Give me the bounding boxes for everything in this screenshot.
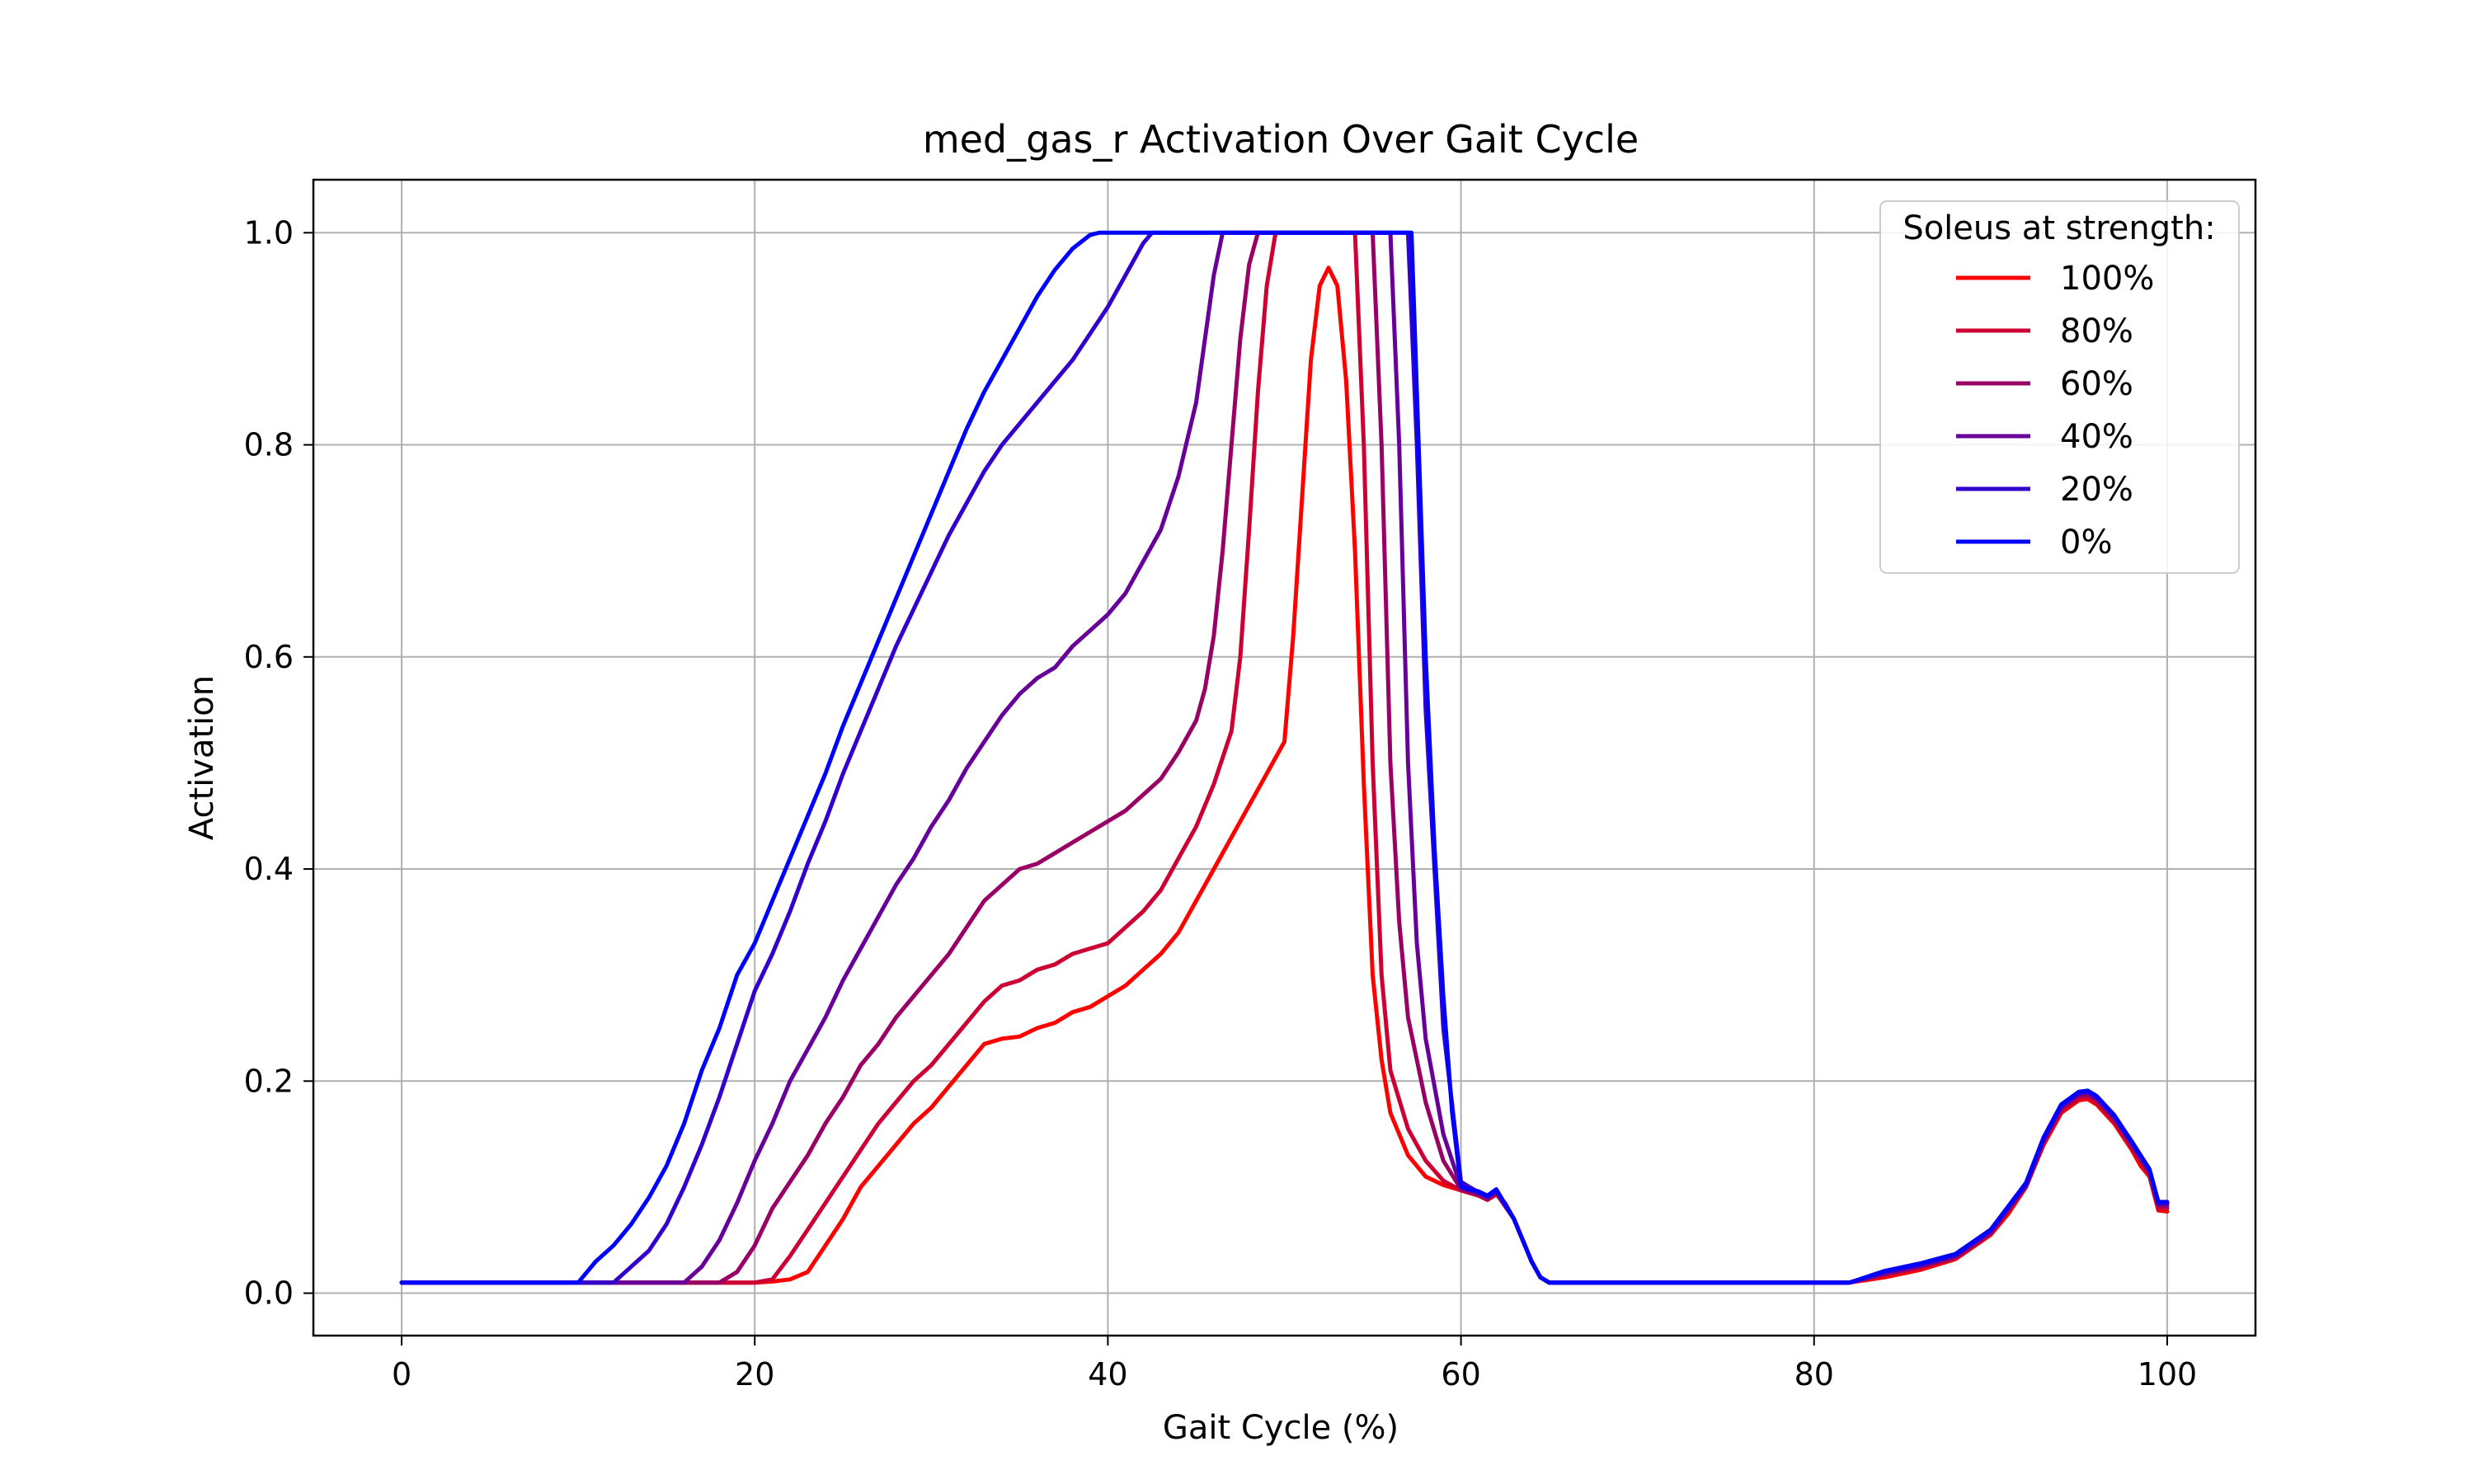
plot-lines bbox=[399, 230, 2170, 1285]
y-axis-label: Activation bbox=[183, 675, 221, 840]
x-tick-label: 80 bbox=[1794, 1356, 1834, 1392]
plot-frame bbox=[312, 178, 2257, 1337]
x-axis-label: Gait Cycle (%) bbox=[1163, 1409, 1399, 1447]
y-tick-label: 0.4 bbox=[244, 851, 294, 887]
chart-title: med_gas_r Activation Over Gait Cycle bbox=[923, 117, 1639, 162]
series-line-0pct bbox=[399, 230, 2170, 1285]
legend-label: 80% bbox=[2060, 312, 2133, 350]
legend-label: 60% bbox=[2060, 365, 2133, 403]
x-tick-label: 100 bbox=[2138, 1356, 2198, 1392]
x-tick-label: 40 bbox=[1088, 1356, 1127, 1392]
legend-label: 0% bbox=[2060, 524, 2112, 561]
x-tick-label: 60 bbox=[1441, 1356, 1480, 1392]
legend-label: 20% bbox=[2060, 471, 2133, 509]
y-tick-label: 0.6 bbox=[244, 639, 294, 675]
x-tick-label: 0 bbox=[392, 1356, 412, 1392]
legend-title: Soleus at strength: bbox=[1903, 209, 2215, 247]
y-tick-label: 1.0 bbox=[244, 214, 294, 251]
y-tick-label: 0.0 bbox=[244, 1275, 294, 1312]
y-axis-ticks: 0.0 0.2 0.4 0.6 0.8 1.0 bbox=[244, 214, 313, 1312]
y-tick-label: 0.8 bbox=[244, 427, 294, 463]
legend-label: 100% bbox=[2060, 260, 2154, 298]
legend-label: 40% bbox=[2060, 418, 2133, 456]
legend-items: 100% 80% 60% 40% 20% 0% bbox=[1956, 260, 2154, 561]
legend: Soleus at strength: 100% 80% 60% 40% 20% 0% bbox=[1879, 200, 2240, 574]
x-axis-ticks: 0 20 40 60 80 100 bbox=[392, 1336, 2197, 1392]
x-tick-label: 20 bbox=[735, 1356, 774, 1392]
y-tick-label: 0.2 bbox=[244, 1063, 294, 1099]
legend-box bbox=[1879, 200, 2240, 574]
